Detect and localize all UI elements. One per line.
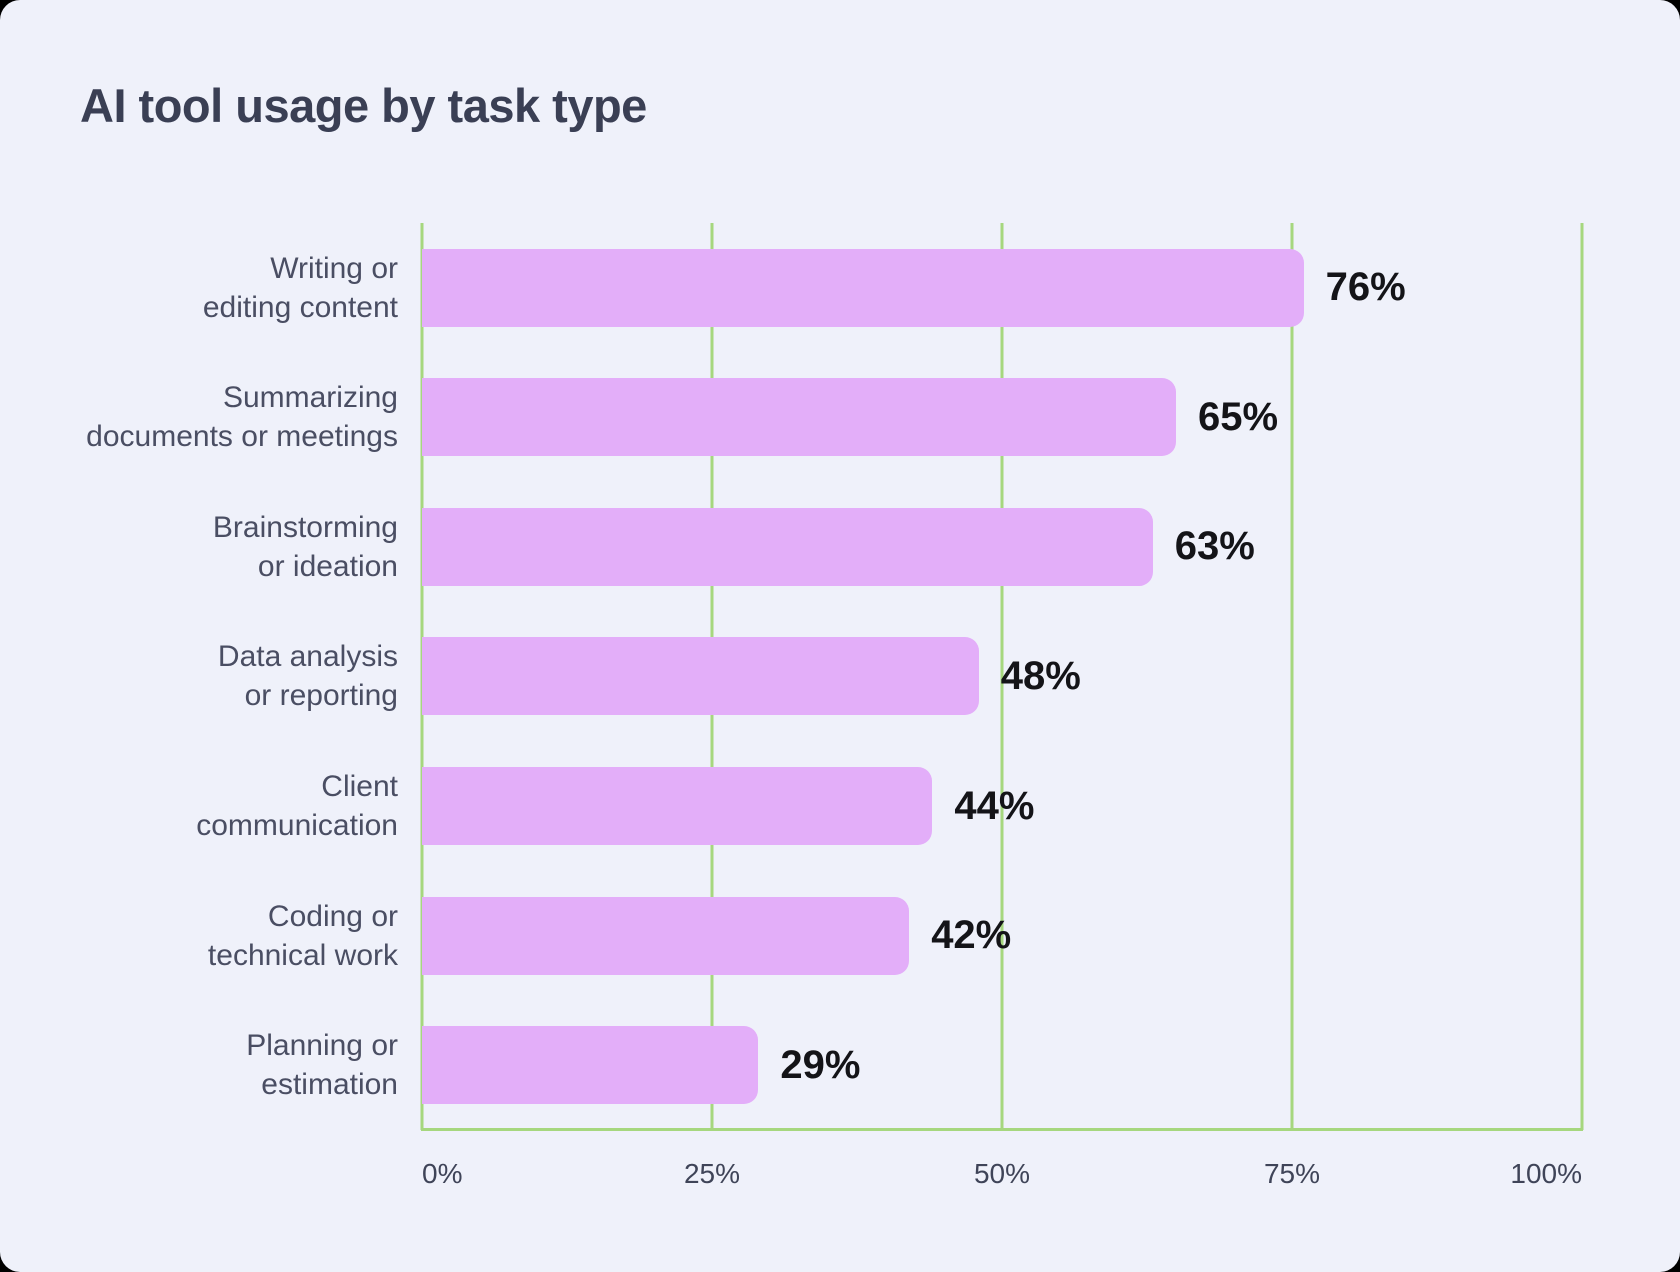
category-row: Client communication — [0, 741, 398, 871]
category-row: Planning or estimation — [0, 1000, 398, 1130]
value-label-data-analysis: 48% — [1000, 653, 1081, 698]
value-label-writing: 76% — [1325, 265, 1406, 310]
category-label-planning: Planning or estimation — [246, 1029, 398, 1102]
bar-brainstorming — [422, 507, 1153, 586]
value-label-planning: 29% — [780, 1042, 861, 1087]
tick-label-50: 50% — [973, 1158, 1031, 1189]
bar-row: 63% — [422, 482, 1582, 612]
gridline-100 — [1580, 223, 1584, 1130]
category-label-data-analysis: Data analysis or reporting — [217, 640, 398, 713]
bar-summarizing — [422, 378, 1176, 457]
tick-label-100: 100% — [1510, 1158, 1582, 1189]
bar-row: 48% — [422, 612, 1582, 742]
gridline-50 — [1000, 223, 1004, 1130]
category-row: Brainstorming or ideation — [0, 482, 398, 612]
bar-coding — [422, 896, 910, 975]
x-axis-ticks: 0% 25% 50% 75% 100% — [422, 1158, 1582, 1198]
bar-row: 65% — [422, 353, 1582, 483]
bar-client-communication — [422, 767, 933, 846]
bar-row: 29% — [422, 1000, 1582, 1130]
bar-writing — [422, 248, 1304, 327]
chart-title: AI tool usage by task type — [80, 79, 647, 132]
bar-row: 76% — [422, 223, 1582, 353]
tick-label-75: 75% — [1263, 1158, 1321, 1189]
value-label-brainstorming: 63% — [1174, 524, 1255, 569]
value-label-client-communication: 44% — [954, 783, 1035, 828]
category-row: Writing or editing content — [0, 223, 398, 353]
value-label-summarizing: 65% — [1198, 394, 1279, 439]
category-row: Coding or technical work — [0, 871, 398, 1001]
plot-area: 76% 65% 63% 48% 44% 42% — [420, 223, 1584, 1131]
category-label-client-communication: Client communication — [196, 770, 398, 843]
category-axis: Writing or editing content Summarizing d… — [0, 223, 398, 1130]
bar-series: 76% 65% 63% 48% 44% 42% — [422, 223, 1582, 1130]
x-axis-line — [421, 1128, 1583, 1131]
tick-label-25: 25% — [683, 1158, 741, 1189]
tick-label-0: 0% — [422, 1158, 463, 1189]
bar-row: 42% — [422, 871, 1582, 1001]
category-label-coding: Coding or technical work — [207, 899, 398, 972]
category-row: Summarizing documents or meetings — [0, 353, 398, 483]
category-label-summarizing: Summarizing documents or meetings — [86, 381, 398, 454]
category-row: Data analysis or reporting — [0, 612, 398, 742]
gridline-75 — [1290, 223, 1294, 1130]
value-label-coding: 42% — [931, 913, 1012, 958]
category-label-brainstorming: Brainstorming or ideation — [212, 510, 398, 583]
category-label-writing: Writing or editing content — [202, 251, 398, 324]
bar-row: 44% — [422, 741, 1582, 871]
bar-planning — [422, 1026, 759, 1105]
bar-data-analysis — [422, 637, 979, 716]
